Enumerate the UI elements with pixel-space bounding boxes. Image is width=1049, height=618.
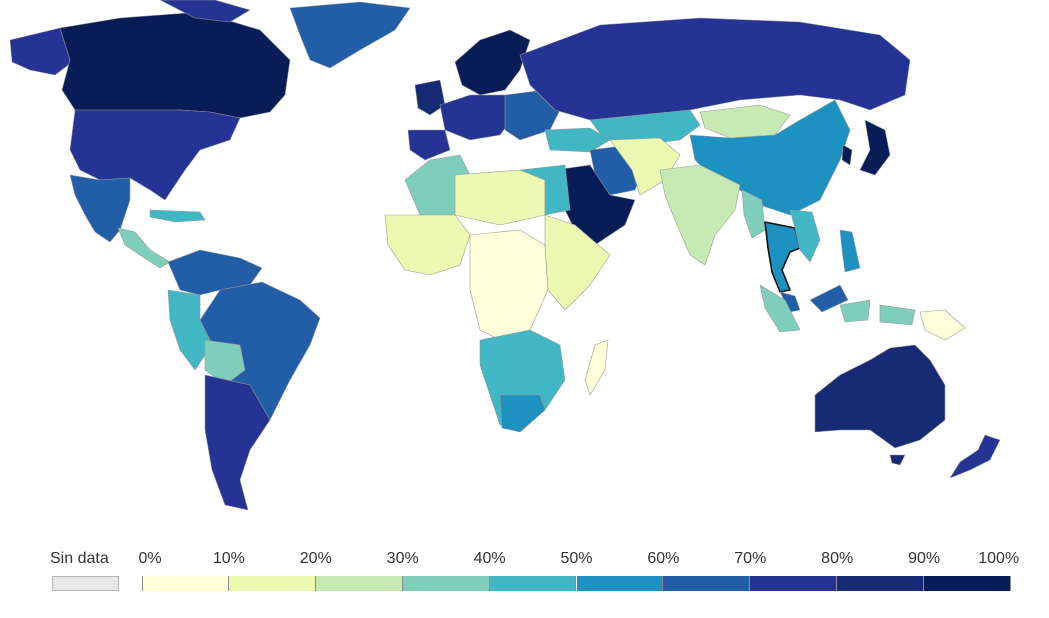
- legend-tick-label: 80%: [821, 550, 854, 567]
- region-philippines[interactable]: [839, 229, 861, 273]
- region-canada[interactable]: [59, 11, 291, 119]
- color-bin-9: [924, 576, 1011, 591]
- region-iberia[interactable]: [407, 129, 451, 161]
- region-indonesia[interactable]: [759, 284, 916, 333]
- legend-tick-label: 10%: [212, 550, 245, 567]
- region-argentina-chile[interactable]: [204, 374, 271, 511]
- no-data-label: Sin data: [50, 550, 109, 567]
- region-turkey-caucasus[interactable]: [544, 127, 611, 153]
- region-tasmania[interactable]: [889, 454, 906, 466]
- region-west-africa[interactable]: [384, 214, 471, 276]
- region-russia[interactable]: [519, 17, 911, 121]
- legend-tick-label: 90%: [908, 550, 941, 567]
- color-bin-4: [489, 576, 577, 591]
- color-bin-6: [663, 576, 751, 591]
- region-egypt[interactable]: [519, 164, 571, 216]
- region-papua[interactable]: [919, 309, 966, 341]
- region-south-africa[interactable]: [499, 394, 546, 433]
- legend-tick-label: 40%: [473, 550, 506, 567]
- legend-tick-label: 70%: [734, 550, 767, 567]
- legend-tick-label: 100%: [978, 550, 1020, 567]
- legend-tick-label: 30%: [386, 550, 419, 567]
- region-korea[interactable]: [841, 144, 853, 166]
- region-new-zealand[interactable]: [949, 434, 1001, 479]
- region-scandinavia[interactable]: [454, 29, 531, 96]
- legend-tick-label: 60%: [647, 550, 680, 567]
- region-east-africa[interactable]: [544, 214, 611, 311]
- region-myanmar[interactable]: [741, 189, 766, 239]
- region-madagascar[interactable]: [584, 339, 609, 396]
- color-scale-legend: Sin data 0% 10% 20% 30% 40% 50% 60% 70% 80% 90% 10…: [0, 540, 1049, 600]
- region-india[interactable]: [659, 164, 741, 266]
- region-western-europe[interactable]: [439, 94, 516, 141]
- region-central-america[interactable]: [117, 227, 171, 269]
- legend-tick-label: 20%: [299, 550, 332, 567]
- color-bin-2: [315, 576, 403, 591]
- legend-tick-label: 0%: [138, 550, 162, 567]
- region-indochina[interactable]: [789, 209, 821, 263]
- region-mongolia[interactable]: [699, 104, 791, 139]
- color-bin-0: [142, 576, 229, 591]
- color-bin-1: [228, 576, 316, 591]
- region-uk-ireland[interactable]: [414, 79, 446, 116]
- region-australia[interactable]: [814, 344, 946, 449]
- color-scale-bins: 0% 10% 20% 30% 40% 50% 60% 70% 80% 90% 100%: [138, 540, 1019, 600]
- region-mexico[interactable]: [69, 174, 131, 243]
- color-bin-5: [576, 576, 664, 591]
- region-japan[interactable]: [859, 119, 891, 176]
- region-caribbean[interactable]: [149, 209, 206, 223]
- region-sahara[interactable]: [454, 169, 546, 226]
- region-peru-ecuador[interactable]: [167, 289, 213, 371]
- choropleth-world-map: [9, 0, 1001, 511]
- region-central-africa[interactable]: [469, 229, 549, 341]
- region-arctic-islands[interactable]: [159, 0, 251, 23]
- region-greenland[interactable]: [289, 1, 411, 69]
- region-usa[interactable]: [69, 109, 241, 201]
- color-bin-8: [837, 576, 925, 591]
- region-thailand[interactable]: [764, 221, 801, 293]
- color-bin-7: [750, 576, 838, 591]
- legend-tick-label: 50%: [560, 550, 593, 567]
- no-data-swatch: [52, 576, 119, 591]
- region-bolivia[interactable]: [204, 339, 246, 386]
- color-bin-3: [402, 576, 490, 591]
